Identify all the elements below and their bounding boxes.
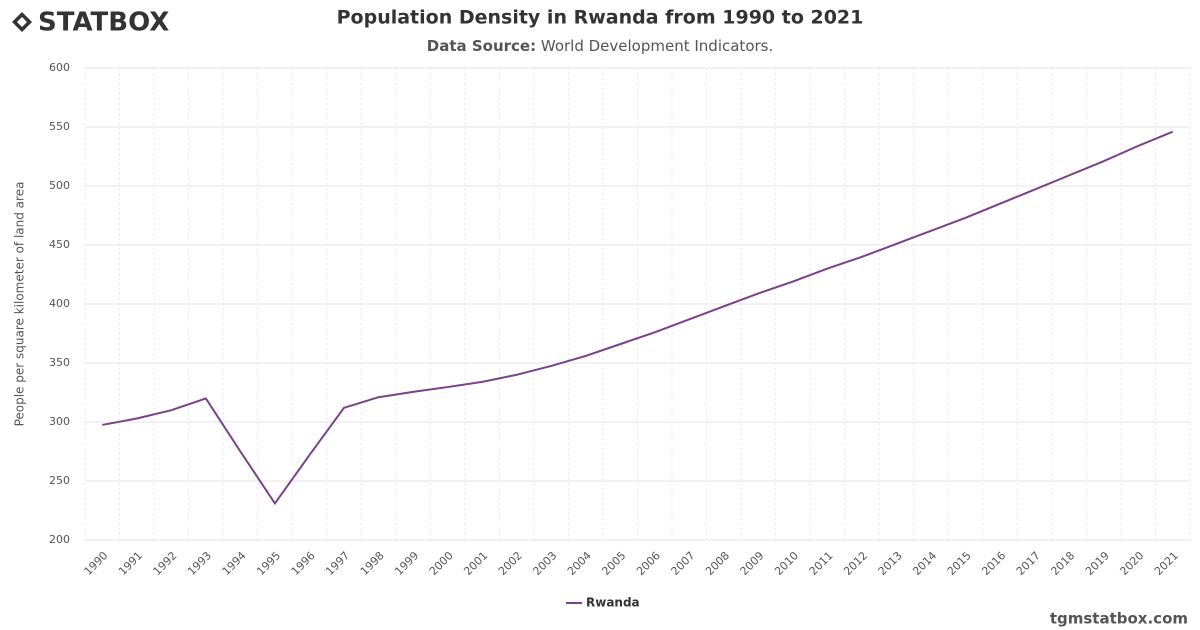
x-tick-label: 2012 xyxy=(841,549,870,578)
logo-text: STATBOX xyxy=(38,8,169,38)
x-tick-label: 2004 xyxy=(565,549,594,578)
subtitle-label: Data Source: xyxy=(427,37,536,55)
x-tick-label: 2008 xyxy=(703,549,732,578)
x-tick-label: 2011 xyxy=(807,549,836,578)
x-tick-label: 1991 xyxy=(116,549,145,578)
x-tick-label: 2010 xyxy=(772,549,801,578)
chart-title: Population Density in Rwanda from 1990 t… xyxy=(337,7,864,29)
x-tick-label: 1994 xyxy=(220,549,249,578)
y-tick-label: 350 xyxy=(49,356,70,369)
x-tick-label: 2006 xyxy=(634,549,663,578)
x-tick-label: 2015 xyxy=(945,549,974,578)
x-tick-label: 2017 xyxy=(1014,549,1043,578)
logo: STATBOX xyxy=(12,8,169,38)
series-line xyxy=(102,130,1174,506)
x-tick-label: 1992 xyxy=(151,549,180,578)
y-tick-label: 200 xyxy=(49,533,70,546)
legend-label: Rwanda xyxy=(586,596,640,610)
y-tick-label: 300 xyxy=(49,415,70,428)
x-tick-label: 1993 xyxy=(185,549,214,578)
y-tick-label: 500 xyxy=(49,179,70,192)
footer: tgmstatbox.com xyxy=(1050,610,1188,628)
chart-subtitle: Data Source: World Development Indicator… xyxy=(427,37,774,55)
x-tick-label: 2005 xyxy=(599,549,628,578)
y-axis-label: People per square kilometer of land area xyxy=(13,182,27,427)
x-tick-label: 2019 xyxy=(1083,549,1112,578)
x-tick-label: 2003 xyxy=(530,549,559,578)
x-tick-label: 2013 xyxy=(876,549,905,578)
y-tick-label: 250 xyxy=(49,474,70,487)
y-tick-label: 400 xyxy=(49,297,70,310)
x-tick-label: 2016 xyxy=(979,549,1008,578)
x-tick-label: 2014 xyxy=(910,549,939,578)
x-tick-label: 1997 xyxy=(323,549,352,578)
y-tick-label: 600 xyxy=(49,61,70,74)
x-tick-label: 2009 xyxy=(738,549,767,578)
x-tick-label: 1996 xyxy=(289,549,318,578)
x-tick-label: 1999 xyxy=(392,549,421,578)
x-tick-label: 2007 xyxy=(669,549,698,578)
x-tick-label: 1995 xyxy=(254,549,283,578)
x-tick-label: 2021 xyxy=(1152,549,1181,578)
x-tick-label: 2001 xyxy=(461,549,490,578)
x-tick-label: 2018 xyxy=(1048,549,1077,578)
x-tick-label: 2002 xyxy=(496,549,525,578)
y-tick-label: 450 xyxy=(49,238,70,251)
x-tick-label: 2000 xyxy=(427,549,456,578)
x-tick-label: 1990 xyxy=(82,549,111,578)
subtitle-text: World Development Indicators. xyxy=(541,37,773,55)
x-tick-label: 2020 xyxy=(1117,549,1146,578)
x-tick-label: 1998 xyxy=(358,549,387,578)
y-tick-label: 550 xyxy=(49,120,70,133)
